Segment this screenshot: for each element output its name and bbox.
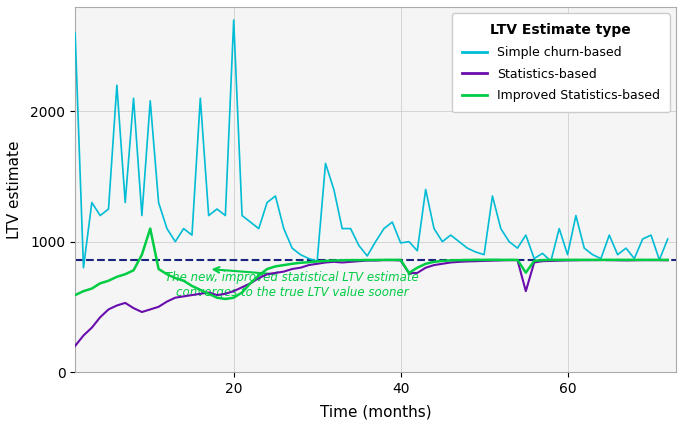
Text: The new, improved statistical LTV estimate
converges to the true LTV value soone: The new, improved statistical LTV estima… <box>165 271 419 299</box>
Legend: Simple churn-based, Statistics-based, Improved Statistics-based: Simple churn-based, Statistics-based, Im… <box>452 13 670 112</box>
X-axis label: Time (months): Time (months) <box>320 404 432 419</box>
Y-axis label: LTV estimate: LTV estimate <box>7 140 22 239</box>
